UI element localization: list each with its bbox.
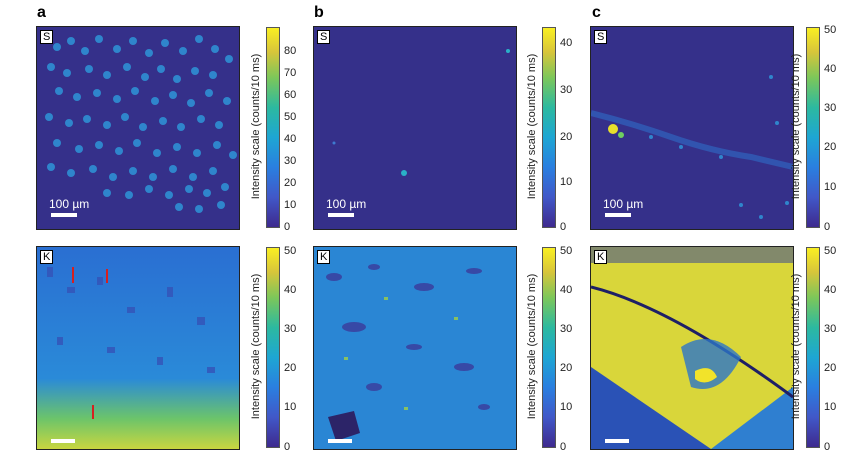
- colorbar-label: Intensity scale (counts/10 ms): [526, 273, 538, 420]
- tick: 10: [284, 199, 297, 211]
- colorbar-c-bottom: [806, 247, 820, 448]
- scale-label: 100 µm: [49, 197, 90, 211]
- scale-bar: [51, 213, 77, 217]
- tick: 30: [824, 102, 837, 114]
- tick: 10: [560, 401, 573, 413]
- tick: 50: [824, 24, 837, 36]
- colorbar-label: Intensity scale (counts/10 ms): [250, 273, 262, 420]
- microscopy-image-a-s: S 100 µm: [36, 26, 240, 230]
- tick: 20: [824, 362, 837, 374]
- tick: 20: [560, 131, 573, 143]
- scale-bar: [605, 213, 631, 217]
- microscopy-image-b-k: K: [313, 246, 517, 450]
- colorbar-b-top: [542, 27, 556, 228]
- tick: 20: [560, 362, 573, 374]
- scale-bar: [51, 439, 75, 443]
- tick: 40: [284, 133, 297, 145]
- tick: 40: [560, 284, 573, 296]
- tick: 40: [284, 284, 297, 296]
- tick: 0: [284, 441, 291, 453]
- tick: 30: [560, 323, 573, 335]
- colorbar-a-bottom: [266, 247, 280, 448]
- tick: 10: [560, 176, 573, 188]
- tick: 0: [824, 441, 831, 453]
- scale-label: 100 µm: [603, 197, 644, 211]
- image-tag-k: K: [317, 250, 331, 264]
- tick: 40: [560, 37, 573, 49]
- tick: 20: [284, 177, 297, 189]
- microscopy-image-c-s: S 100 µm: [590, 26, 794, 230]
- image-tag-k: K: [40, 250, 54, 264]
- tick: 0: [284, 221, 291, 233]
- tick: 50: [284, 245, 297, 257]
- tick: 50: [284, 111, 297, 123]
- tick: 30: [284, 155, 297, 167]
- tick: 10: [824, 401, 837, 413]
- scale-bar: [328, 213, 354, 217]
- tick: 50: [560, 245, 573, 257]
- tick: 0: [560, 221, 567, 233]
- tick: 70: [284, 67, 297, 79]
- microscopy-image-a-k: K: [36, 246, 240, 450]
- image-tag-s: S: [594, 30, 608, 44]
- panel-letter-b: b: [314, 4, 324, 21]
- tick: 30: [560, 84, 573, 96]
- tick: 30: [284, 323, 297, 335]
- tick: 0: [560, 441, 567, 453]
- scale-bar: [605, 439, 629, 443]
- panel-letter-a: a: [37, 4, 46, 21]
- panel-letter-c: c: [592, 4, 601, 21]
- tick: 60: [284, 89, 297, 101]
- microscopy-image-c-k: K: [590, 246, 794, 450]
- microscopy-image-b-s: S 100 µm: [313, 26, 517, 230]
- scale-label: 100 µm: [326, 197, 367, 211]
- colorbar-c-top: [806, 27, 820, 228]
- image-tag-k: K: [594, 250, 608, 264]
- tick: 40: [824, 63, 837, 75]
- tick: 80: [284, 45, 297, 57]
- colorbar-label: Intensity scale (counts/10 ms): [250, 53, 262, 200]
- tick: 0: [824, 221, 831, 233]
- image-tag-s: S: [317, 30, 331, 44]
- tick: 10: [284, 401, 297, 413]
- colorbar-a-top: [266, 27, 280, 228]
- tick: 30: [824, 323, 837, 335]
- tick: 40: [824, 284, 837, 296]
- tick: 20: [824, 141, 837, 153]
- tick: 10: [824, 181, 837, 193]
- tick: 20: [284, 362, 297, 374]
- colorbar-b-bottom: [542, 247, 556, 448]
- tick: 50: [824, 245, 837, 257]
- colorbar-label: Intensity scale (counts/10 ms): [526, 53, 538, 200]
- scale-bar: [328, 439, 352, 443]
- colorbar-label: Intensity scale (counts/10 ms): [790, 273, 802, 420]
- colorbar-label: Intensity scale (counts/10 ms): [790, 53, 802, 200]
- image-tag-s: S: [40, 30, 54, 44]
